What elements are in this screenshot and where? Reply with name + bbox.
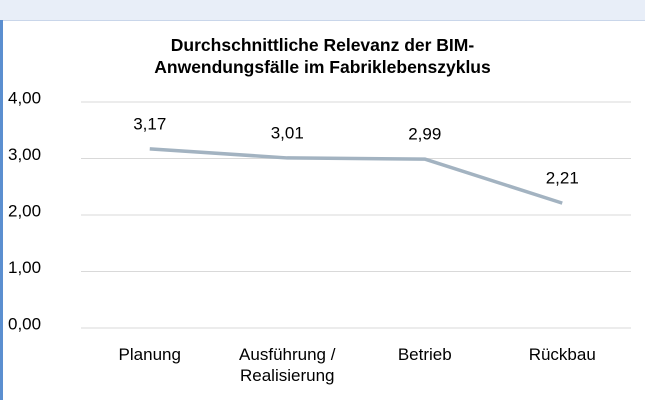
x-tick-label: Planung: [118, 345, 181, 364]
y-tick-label: 2,00: [8, 201, 41, 220]
chart-title: Durchschnittliche Relevanz der BIM-Anwen…: [154, 35, 491, 77]
data-label: 2,21: [546, 169, 579, 188]
data-label: 2,99: [408, 125, 441, 144]
y-tick-label: 1,00: [8, 258, 41, 277]
data-label: 3,01: [271, 123, 304, 142]
x-tick-label: Betrieb: [397, 345, 452, 364]
x-tick-label: Ausführung / Realisierung: [239, 345, 336, 385]
line: [149, 147, 563, 205]
x-tick-label: Rückbau: [528, 345, 596, 364]
top-band: [0, 0, 645, 21]
y-tick-label: 3,00: [8, 145, 41, 164]
data-label: 3,17: [133, 114, 166, 133]
y-tick-label: 4,00: [8, 88, 41, 107]
y-tick-label: 0,00: [8, 314, 41, 333]
left-border: [0, 20, 3, 400]
